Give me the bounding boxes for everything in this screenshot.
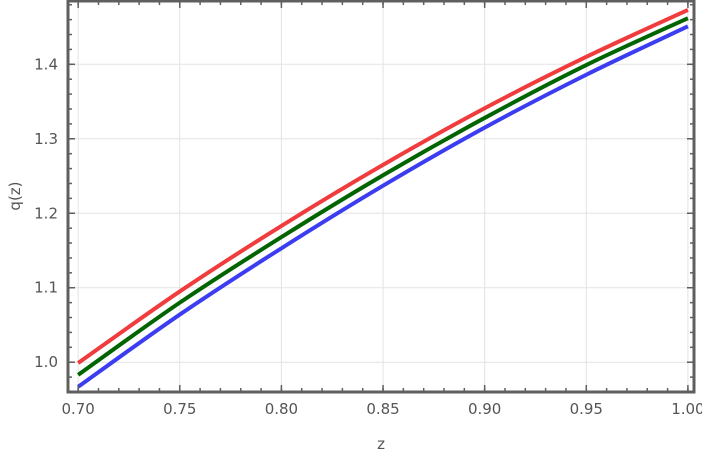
x-tick-label: 0.75 xyxy=(163,400,196,418)
y-tick-label: 1.1 xyxy=(34,279,58,297)
y-tick-label: 1.2 xyxy=(34,204,58,222)
x-tick-label: 0.70 xyxy=(61,400,94,418)
y-tick-label: 1.4 xyxy=(34,55,58,73)
x-tick-label: 0.95 xyxy=(570,400,603,418)
y-tick-label: 1.0 xyxy=(34,353,58,371)
plot-frame xyxy=(66,0,696,394)
series-line-1 xyxy=(77,8,689,365)
y-tick-labels: 1.0 1.1 1.2 1.3 1.4 xyxy=(34,55,58,371)
series-group xyxy=(77,8,689,389)
x-tick-label: 0.85 xyxy=(366,400,399,418)
x-tick-label: 0.80 xyxy=(265,400,298,418)
x-axis-title: z xyxy=(377,435,385,453)
series-line-2 xyxy=(77,16,689,377)
x-tick-label: 0.90 xyxy=(468,400,501,418)
y-axis-title: q(z) xyxy=(6,181,24,210)
x-tick-labels: 0.70 0.75 0.80 0.85 0.90 0.95 1.00 xyxy=(61,400,702,418)
series-line-3 xyxy=(77,24,689,389)
y-tick-label: 1.3 xyxy=(34,130,58,148)
x-tick-label: 1.00 xyxy=(671,400,702,418)
ticks xyxy=(68,1,694,393)
